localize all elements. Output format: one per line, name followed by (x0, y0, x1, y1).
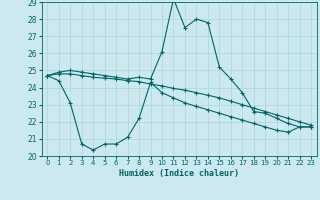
X-axis label: Humidex (Indice chaleur): Humidex (Indice chaleur) (119, 169, 239, 178)
